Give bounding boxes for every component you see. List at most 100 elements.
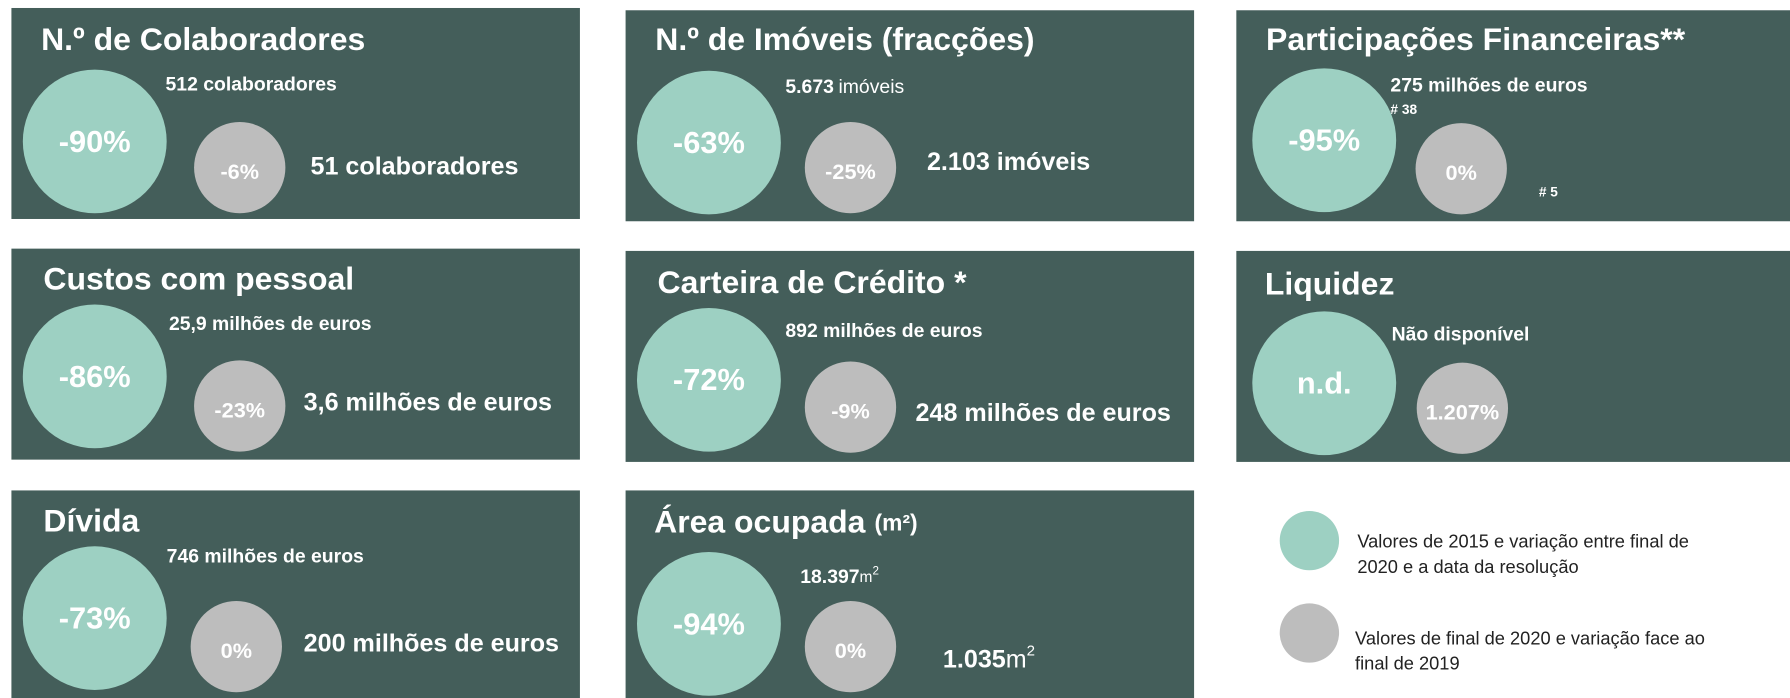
small-circle: [1415, 123, 1507, 215]
small-circle-label: -6%: [220, 159, 259, 184]
top-value-value: 892 milhões de euros: [785, 320, 982, 342]
bottom-value: 1.035m2: [943, 643, 1035, 673]
big-circle-label: n.d.: [1297, 366, 1352, 401]
bottom-value-value: 248 milhões de euros: [916, 399, 1171, 427]
bottom-value: 248 milhões de euros: [916, 399, 1171, 427]
top-value: 275 milhões de euros: [1390, 75, 1587, 97]
big-circle: [637, 552, 781, 696]
big-circle-label: -72%: [673, 362, 745, 397]
top-value: 512 colaboradores: [166, 74, 337, 96]
kpi-card: Dívida -73% 0% 746 milhões de euros 200 milh…: [11, 490, 580, 698]
top-value: 892 milhões de euros: [785, 320, 982, 342]
small-circle-label: 0%: [835, 638, 866, 663]
bottom-value-value: 2.103 imóveis: [927, 148, 1090, 176]
kpi-card: Carteira de Crédito * -72% -9% 892 milhões …: [625, 250, 1195, 462]
bottom-value: 3,6 milhões de euros: [304, 388, 552, 416]
big-circle-label: -73%: [59, 601, 131, 636]
note: # 5: [1539, 184, 1558, 199]
card-title: N.º de Colaboradores: [41, 22, 365, 58]
top-value: 25,9 milhões de euros: [169, 313, 372, 335]
small-circle: [194, 122, 286, 214]
bottom-value: 2.103 imóveis: [927, 148, 1090, 176]
top-value-value: 746 milhões de euros: [167, 546, 364, 568]
big-circle: [1252, 68, 1397, 213]
card-title: Carteira de Crédito *: [658, 265, 968, 301]
top-value-value: Não disponível: [1392, 323, 1530, 345]
card-title-text: Participações Financeiras**: [1266, 22, 1686, 58]
card-title-text: N.º de Imóveis (fracções): [655, 22, 1034, 58]
kpi-card: N.º de Imóveis (fracções) -63% -25% 5.673 im…: [625, 10, 1195, 222]
bottom-value-value: 51 colaboradores: [311, 152, 519, 180]
small-circle-label: 1.207%: [1426, 400, 1499, 425]
bottom-value-unit: m: [1006, 645, 1027, 673]
big-circle: [637, 70, 781, 215]
big-circle-label: -94%: [673, 606, 745, 641]
small-circle: [804, 361, 897, 453]
top-value: Não disponível: [1392, 323, 1530, 345]
card-title: Área ocupada (m²): [654, 504, 918, 540]
small-circle: [190, 601, 282, 693]
top-value-value: 18.397: [800, 566, 859, 588]
big-circle: [637, 307, 781, 452]
top-value: 746 milhões de euros: [167, 546, 364, 568]
big-circle: [22, 69, 167, 214]
card-title-text: Custos com pessoal: [43, 261, 354, 297]
legend-swatch: [1279, 510, 1340, 571]
big-circle-label: -90%: [59, 124, 131, 159]
kpi-card: Liquidez n.d. 1.207% Não disponível: [1236, 250, 1790, 462]
card-title-unit: (m²): [875, 510, 918, 536]
kpi-card: Participações Financeiras** -95% 0% 275 mil…: [1236, 10, 1790, 222]
card-title-text: Liquidez: [1265, 266, 1395, 302]
small-circle-label: -9%: [831, 399, 870, 424]
bottom-value-value: 1.035: [943, 645, 1006, 673]
card-title: Participações Financeiras**: [1266, 22, 1686, 58]
top-value: 18.397m2: [800, 565, 879, 589]
top-value-unit: imóveis: [838, 76, 904, 98]
legend-item: Valores de 2015 e variação entre final d…: [1279, 510, 1689, 577]
kpi-card: Custos com pessoal -86% -23% 25,9 milhões d…: [11, 248, 580, 460]
card-title: Custos com pessoal: [43, 261, 354, 297]
card-title-text: Área ocupada: [654, 504, 866, 540]
bottom-value: 200 milhões de euros: [304, 629, 559, 657]
small-circle: [804, 601, 897, 693]
small-circle-label: 0%: [1446, 160, 1477, 185]
big-circle: [22, 304, 167, 449]
top-value: 5.673 imóveis: [785, 76, 904, 98]
legend-text: Valores de final de 2020 e variação face…: [1355, 628, 1705, 649]
top-value-value: 5.673: [785, 76, 834, 98]
card-title-text: N.º de Colaboradores: [41, 22, 365, 58]
card-title-text: Carteira de Crédito *: [658, 265, 968, 301]
kpi-card: N.º de Colaboradores -90% -6% 512 colaborad…: [11, 7, 580, 219]
big-circle-label: -86%: [59, 359, 131, 394]
legend-item: Valores de final de 2020 e variação face…: [1279, 603, 1705, 674]
legend-text: 2020 e a data da resolução: [1357, 556, 1578, 577]
small-circle-label: 0%: [221, 638, 252, 663]
card-title: N.º de Imóveis (fracções): [655, 22, 1034, 58]
card-title: Liquidez: [1265, 266, 1395, 302]
small-circle-label: -23%: [214, 397, 265, 422]
small-circle: [804, 122, 897, 214]
top-value-value: 25,9 milhões de euros: [169, 313, 372, 335]
bottom-value-value: 3,6 milhões de euros: [304, 388, 552, 416]
big-circle-label: -63%: [673, 125, 745, 160]
bottom-value-value: 200 milhões de euros: [304, 629, 559, 657]
big-circle: [1252, 311, 1397, 456]
top-value-unit: m: [860, 569, 873, 586]
big-circle-label: -95%: [1288, 123, 1360, 158]
small-circle: [194, 360, 286, 452]
top-value-value: 512 colaboradores: [166, 74, 337, 96]
note: # 38: [1390, 102, 1417, 117]
legend-swatch: [1279, 603, 1340, 663]
bottom-value: 51 colaboradores: [311, 152, 519, 180]
top-value-unit-sup: 2: [872, 565, 878, 578]
big-circle: [22, 546, 167, 691]
small-circle: [1416, 362, 1509, 454]
legend-text: Valores de 2015 e variação entre final d…: [1357, 531, 1689, 552]
card-title-text: Dívida: [43, 503, 139, 539]
small-circle-label: -25%: [825, 159, 876, 184]
top-value-value: 275 milhões de euros: [1390, 75, 1587, 97]
legend-text: final de 2019: [1355, 653, 1460, 674]
